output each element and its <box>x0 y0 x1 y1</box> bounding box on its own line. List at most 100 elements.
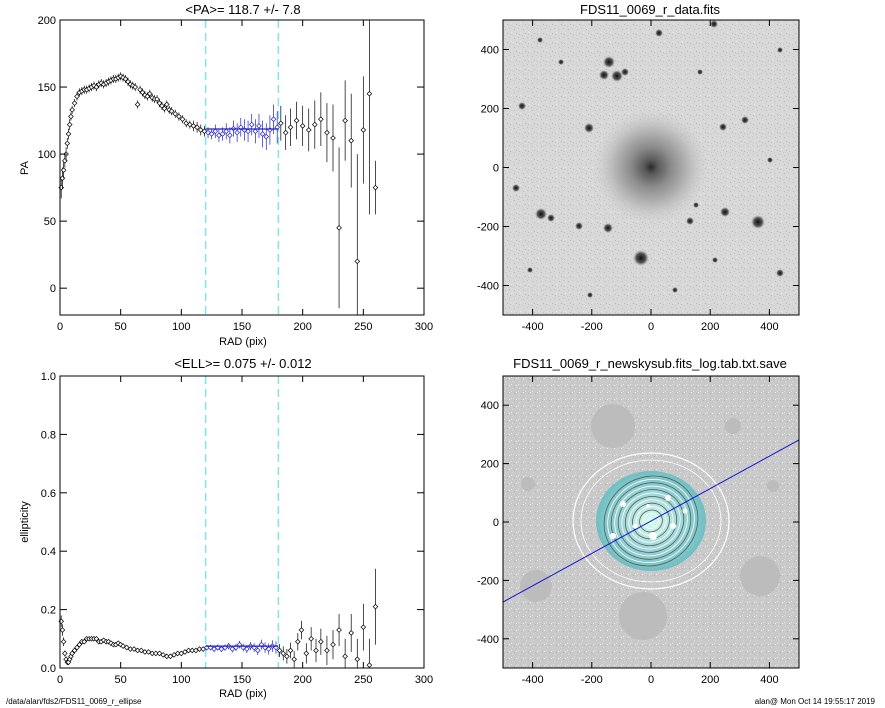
pa-data-point <box>287 124 294 131</box>
isophote-image-panel: FDS11_0069_r_newskysub.fits_log.tab.txt.… <box>477 356 800 686</box>
ellipticity-data-point <box>196 646 203 652</box>
pa-y-tick-label: 50 <box>44 216 56 228</box>
pa-data-point <box>125 78 131 85</box>
ellipticity-data-point <box>308 636 314 642</box>
ellipticity-y-tick-label: 1.0 <box>41 371 56 383</box>
field-stars <box>512 20 784 298</box>
pa-data-point <box>267 127 273 133</box>
pa-data-point <box>342 117 348 124</box>
pa-data-point <box>278 120 284 127</box>
galaxy-image <box>593 109 709 225</box>
pa-data-point <box>166 107 172 113</box>
pa-data-point <box>93 84 100 90</box>
pa-x-tick-label: 50 <box>115 321 127 333</box>
pa-data-point <box>366 90 373 97</box>
ellipticity-data-point <box>134 647 141 654</box>
ellipticity-y-tick-label: 0.4 <box>41 546 56 558</box>
ellipticity-x-tick-label: 50 <box>115 674 127 686</box>
pa-data-point <box>223 128 230 135</box>
ellipticity-data-point <box>189 647 196 654</box>
isophote-image-area <box>503 376 799 668</box>
pa-y-tick-label: 200 <box>38 15 56 27</box>
pa-data-point <box>172 111 179 117</box>
data-image-title: FDS11_0069_r_data.fits <box>580 2 720 17</box>
pa-x-tick-label: 250 <box>354 321 372 333</box>
ellipticity-title: <ELL>= 0.075 +/- 0.012 <box>174 356 311 371</box>
ellipticity-data-point <box>229 646 236 652</box>
pa-data-point <box>159 103 165 109</box>
isophote-ellipse <box>603 475 699 567</box>
masked-regions <box>520 404 780 640</box>
ellipticity-data-point <box>244 646 250 652</box>
ellipticity-x-tick-label: 300 <box>415 674 433 686</box>
isophote-image-x-tick-label: 0 <box>648 674 654 686</box>
ellipticity-data-point <box>366 662 373 668</box>
pa-data-point <box>144 93 151 100</box>
ellipticity-data-point <box>74 644 80 651</box>
data-image-x-tick-label: 0 <box>648 321 654 333</box>
pa-data-point <box>330 135 336 141</box>
pa-y-tick-label: 100 <box>38 149 56 161</box>
pa-x-tick-label: 150 <box>233 321 251 333</box>
ellipticity-data-point <box>182 649 188 655</box>
isophote-image-x-tick-label: 200 <box>701 674 719 686</box>
ellipticity-data-point <box>156 650 163 657</box>
pa-data-point <box>62 158 68 164</box>
ellipticity-y-tick-label: 0.2 <box>41 605 56 617</box>
pa-data-point <box>139 89 146 96</box>
pa-data-point <box>74 93 80 100</box>
data-image-y-tick-label: 400 <box>481 45 499 57</box>
isophote-image-x-tick-label: -200 <box>581 674 603 686</box>
pa-data-point <box>348 137 354 144</box>
ellipticity-axes-frame <box>59 375 425 669</box>
pa-xlabel: RAD (pix) <box>219 336 267 348</box>
ellipticity-data-point <box>291 656 297 663</box>
pa-data-point <box>65 131 72 137</box>
pa-x-tick-label: 200 <box>293 321 311 333</box>
pa-data-point <box>259 131 266 137</box>
ellipticity-data-point <box>174 650 181 657</box>
data-image-y-tick-label: -200 <box>477 222 499 234</box>
ellipticity-y-ticks: 0.0 0.2 0.4 0.6 0.8 1.0 <box>41 371 424 675</box>
pa-data-point <box>64 140 71 147</box>
ellipticity-data-point <box>280 650 287 657</box>
pa-data-point <box>154 96 160 102</box>
pa-data-point <box>161 105 168 112</box>
pa-data-point <box>282 129 289 136</box>
ellipticity-x-tick-label: 100 <box>172 674 190 686</box>
pa-data-point <box>132 84 139 90</box>
ellipticity-data-point <box>60 638 67 645</box>
ellipticity-data-point <box>284 653 290 660</box>
outer-isophote <box>572 452 730 590</box>
ellipticity-x-tick-label: 0 <box>57 674 63 686</box>
ellipticity-xlabel: RAD (pix) <box>219 688 267 700</box>
pa-data-point <box>360 127 367 133</box>
pa-data-point <box>208 131 215 137</box>
isophote-image-y-tick-label: 400 <box>481 400 499 412</box>
isophote-image-title: FDS11_0069_r_newskysub.fits_log.tab.txt.… <box>513 356 787 371</box>
pa-data-point <box>71 100 78 106</box>
pa-data-point <box>219 131 226 137</box>
pa-data-point <box>68 113 74 120</box>
pa-data-point <box>248 121 255 128</box>
pa-data-point <box>245 128 251 135</box>
pa-data-point <box>69 107 75 113</box>
pa-x-ticks: 0 50 100 150 200 250 300 <box>57 20 433 333</box>
pa-data-point <box>256 123 262 129</box>
ellipticity-y-tick-label: 0.8 <box>41 429 56 441</box>
pa-data-point <box>227 132 233 139</box>
ellipticity-data-point <box>265 646 272 652</box>
data-image-x-tick-label: 200 <box>701 321 719 333</box>
pa-data-point <box>234 129 240 136</box>
pa-data-point <box>163 101 170 108</box>
pa-data-point <box>372 184 379 191</box>
data-image-y-tick-label: -400 <box>477 281 499 293</box>
ellipticity-range-lines <box>204 376 280 668</box>
ellipticity-data-point <box>354 656 361 663</box>
pa-data-point <box>59 175 66 182</box>
data-image-x-ticks: -400 -200 0 200 400 <box>522 20 779 333</box>
pa-data-point <box>270 116 277 123</box>
pa-y-tick-label: 150 <box>38 82 56 94</box>
data-image-x-tick-label: 400 <box>760 321 778 333</box>
